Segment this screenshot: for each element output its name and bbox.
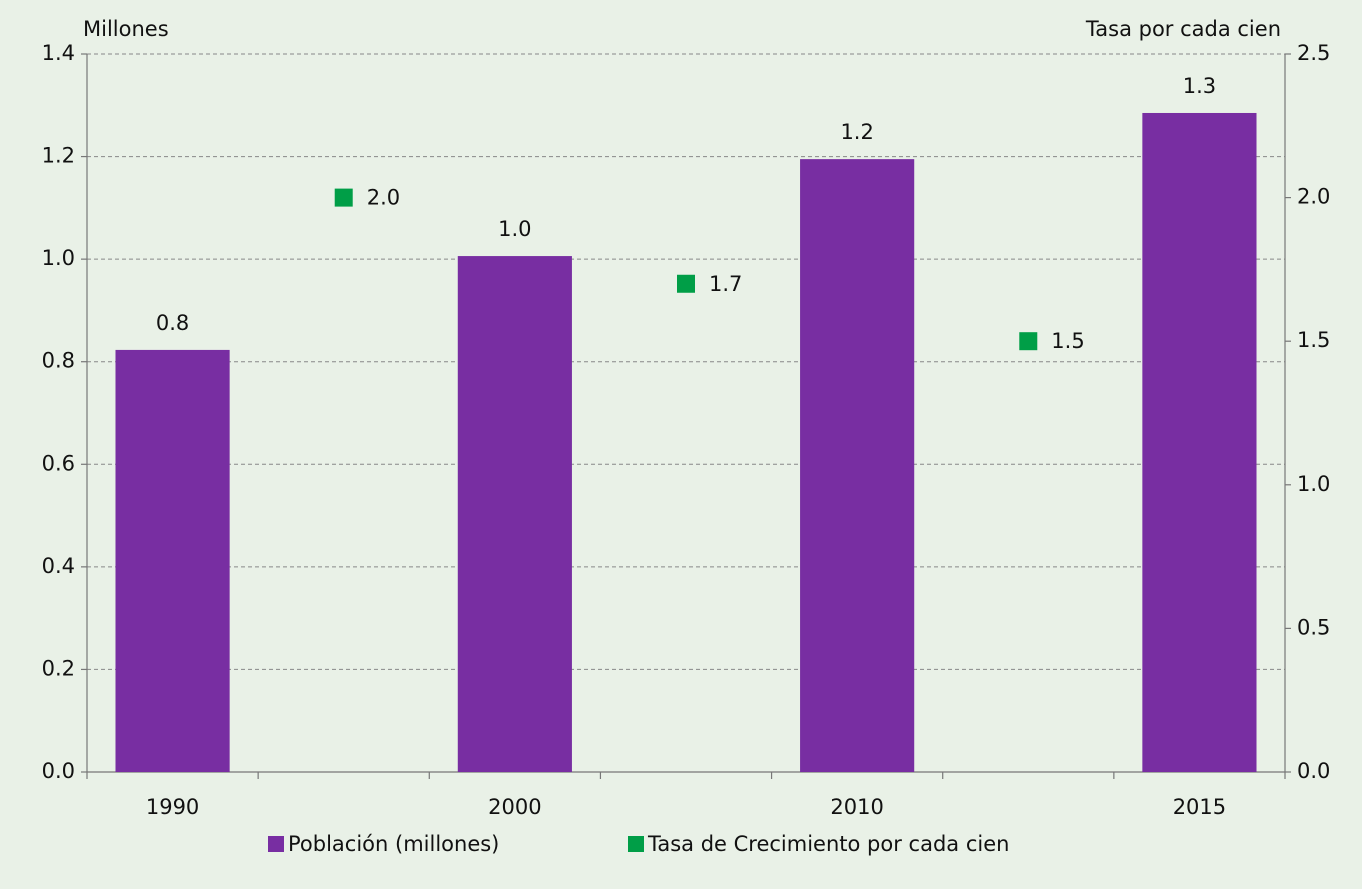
x-tick-label: 2015 xyxy=(1173,795,1226,819)
y-tick-label: 0.2 xyxy=(42,656,75,680)
y-tick-label: 0.6 xyxy=(42,451,75,475)
y2-tick-label: 2.0 xyxy=(1297,185,1330,209)
data-label: 0.8 xyxy=(156,311,189,335)
bar xyxy=(457,256,572,773)
y2-axis-label: Tasa por cada cien xyxy=(1085,17,1281,41)
y2-tick-label: 0.5 xyxy=(1297,615,1330,639)
y2-tick-label: 0.0 xyxy=(1297,759,1330,783)
data-label: 1.7 xyxy=(709,272,742,296)
bar xyxy=(800,159,915,772)
legend-label: Tasa de Crecimiento por cada cien xyxy=(647,832,1009,856)
y2-tick-label: 1.5 xyxy=(1297,328,1330,352)
y-tick-label: 0.0 xyxy=(42,759,75,783)
data-label: 1.3 xyxy=(1183,74,1216,98)
y2-tick-label: 1.0 xyxy=(1297,472,1330,496)
data-label: 2.0 xyxy=(367,186,400,210)
x-tick-label: 2010 xyxy=(830,795,883,819)
point xyxy=(1019,332,1038,351)
x-tick-label: 1990 xyxy=(146,795,199,819)
y-axis-label: Millones xyxy=(83,17,169,41)
point xyxy=(677,274,695,293)
legend-swatch xyxy=(628,836,644,852)
data-label: 1.2 xyxy=(840,120,873,144)
y-tick-label: 0.8 xyxy=(42,349,75,373)
y-tick-label: 1.2 xyxy=(42,144,75,168)
bar xyxy=(1142,112,1257,772)
point xyxy=(334,188,353,207)
data-label: 1.0 xyxy=(498,217,531,241)
y2-tick-label: 2.5 xyxy=(1297,41,1330,65)
y-tick-label: 1.4 xyxy=(42,41,75,65)
legend-label: Población (millones) xyxy=(288,832,499,856)
y-tick-label: 0.4 xyxy=(42,554,75,578)
legend-swatch xyxy=(268,836,284,852)
bar xyxy=(115,349,230,772)
data-label: 1.5 xyxy=(1051,329,1084,353)
y-tick-label: 1.0 xyxy=(42,246,75,270)
x-tick-label: 2000 xyxy=(488,795,541,819)
